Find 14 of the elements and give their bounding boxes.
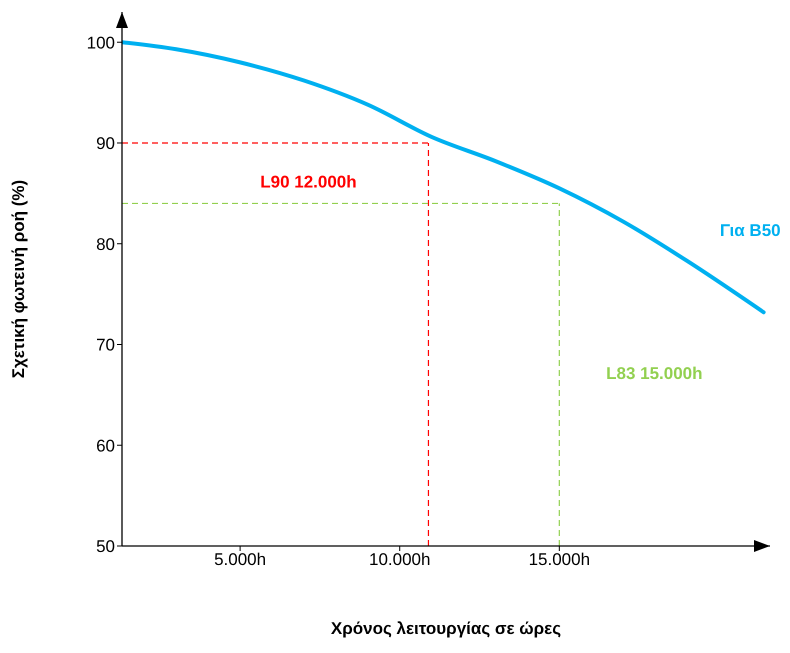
ref-line-label: L90 12.000h — [260, 172, 357, 192]
ref-line-label: L83 15.000h — [606, 364, 703, 384]
x-tick-label: 10.000h — [368, 550, 430, 570]
x-tick-label: 5.000h — [214, 550, 266, 570]
y-tick-label: 70 — [96, 336, 115, 355]
y-tick-label: 60 — [96, 436, 115, 456]
y-axis-title: Σχετική φωτεινή ροή (%) — [9, 180, 28, 378]
y-tick-label: 50 — [96, 537, 115, 556]
y-tick-label: 90 — [96, 134, 115, 154]
text: Για B50 — [720, 221, 781, 240]
y-tick-label: 80 — [96, 234, 115, 254]
y-tick-label: 100 — [86, 33, 115, 52]
x-axis-title: Χρόνος λειτουργίας σε ώρες — [330, 619, 562, 638]
x-tick-label: 15.000h — [528, 550, 590, 570]
